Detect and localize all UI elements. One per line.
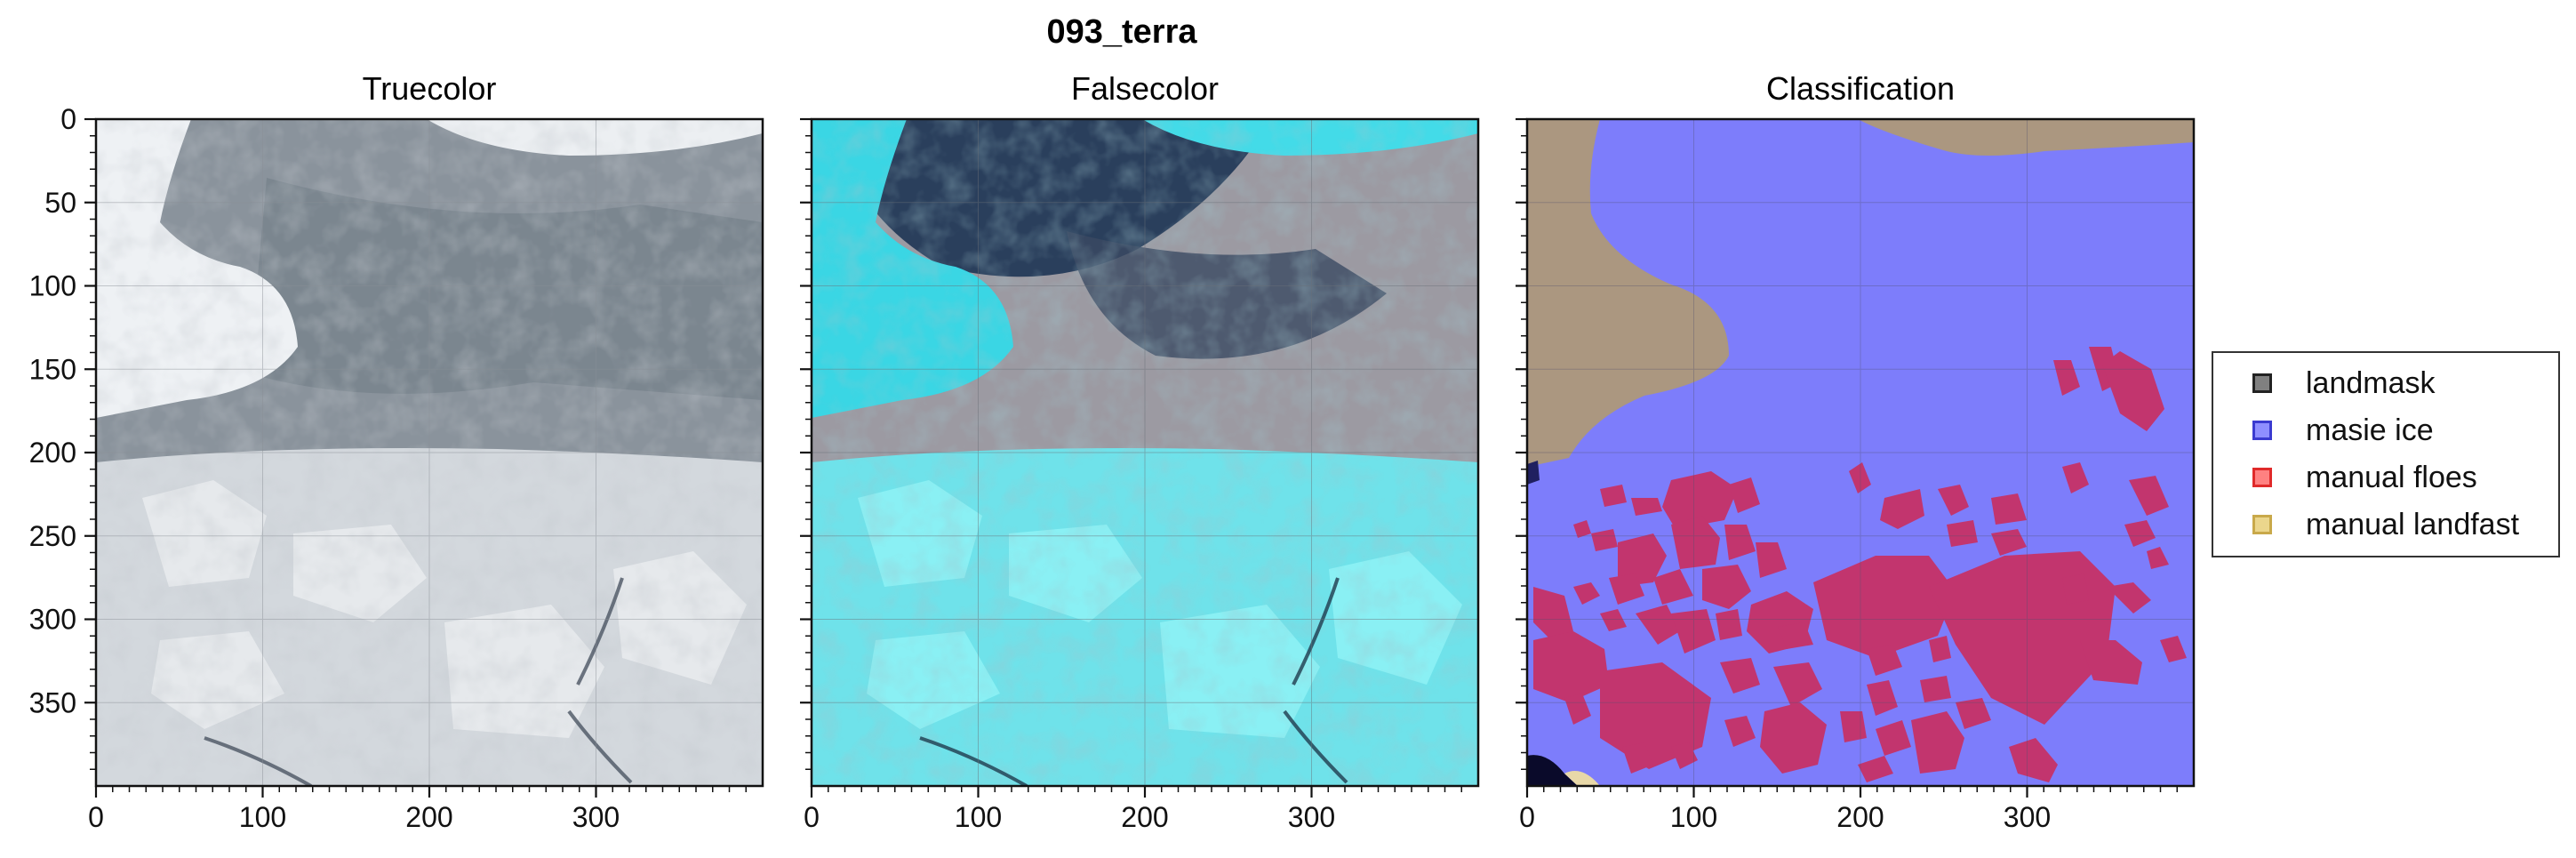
x-tick-label: 300: [2004, 801, 2051, 833]
x-tick-label: 200: [405, 801, 452, 833]
legend-label-landmask: landmask: [2306, 365, 2436, 400]
grid-truecolor: [96, 119, 763, 786]
axis-ticks: 0 100 200 300 0 50 100 150 200 250 300 350 0 100 200 30…: [29, 103, 2178, 833]
y-tick-label: 200: [29, 437, 76, 469]
grid-falsecolor: [812, 119, 1478, 786]
x-tick-label: 200: [1121, 801, 1168, 833]
y-tick-label: 0: [60, 103, 76, 135]
landmask-left: [1527, 119, 1729, 467]
classification-image: [1527, 119, 2194, 786]
legend-swatch-manual-floes: [2252, 468, 2272, 487]
legend-item-landmask: landmask: [2252, 365, 2436, 401]
legend-swatch-masie-ice: [2252, 421, 2272, 440]
y-tick-label: 250: [29, 520, 76, 552]
falsecolor-image: [812, 119, 1478, 786]
x-tick-label: 0: [88, 801, 104, 833]
legend-label-manual-landfast: manual landfast: [2306, 507, 2520, 541]
figure-title: 093_terra: [1046, 13, 1197, 51]
landmask-top: [1858, 119, 2194, 156]
y-tick-label: 300: [29, 604, 76, 636]
panel-truecolor: Truecolor: [94, 70, 764, 788]
grid-classification: [1527, 119, 2194, 786]
x-tick-label: 200: [1836, 801, 1884, 833]
x-tick-label: 300: [572, 801, 620, 833]
y-tick-label: 150: [29, 353, 76, 385]
floes: [1533, 347, 2187, 782]
x-tick-label: 0: [1519, 801, 1535, 833]
truecolor-image: [96, 119, 763, 786]
y-tick-label: 350: [29, 686, 76, 718]
panel-title-classification: Classification: [1766, 70, 1955, 107]
legend-label-masie-ice: masie ice: [2306, 413, 2434, 447]
legend-item-manual-floes: manual floes: [2252, 460, 2477, 495]
y-tick-label: 50: [44, 187, 76, 219]
panel-title-truecolor: Truecolor: [363, 70, 497, 107]
x-tick-label: 100: [955, 801, 1002, 833]
x-tick-label: 0: [804, 801, 820, 833]
y-tick-label: 100: [29, 270, 76, 302]
legend-swatch-manual-landfast: [2252, 515, 2272, 534]
x-tick-label: 100: [1670, 801, 1717, 833]
legend-item-manual-landfast: manual landfast: [2252, 507, 2519, 542]
legend-label-manual-floes: manual floes: [2306, 460, 2477, 494]
panel-falsecolor: Falsecolor: [810, 70, 1480, 788]
x-tick-label: 300: [1288, 801, 1335, 833]
legend-item-masie-ice: masie ice: [2252, 413, 2434, 448]
x-tick-label: 100: [239, 801, 286, 833]
panel-classification: Classification: [1525, 70, 2196, 788]
legend: landmask masie ice manual floes manual l…: [2212, 351, 2560, 557]
legend-swatch-landmask: [2252, 373, 2272, 393]
panel-title-falsecolor: Falsecolor: [1071, 70, 1219, 107]
